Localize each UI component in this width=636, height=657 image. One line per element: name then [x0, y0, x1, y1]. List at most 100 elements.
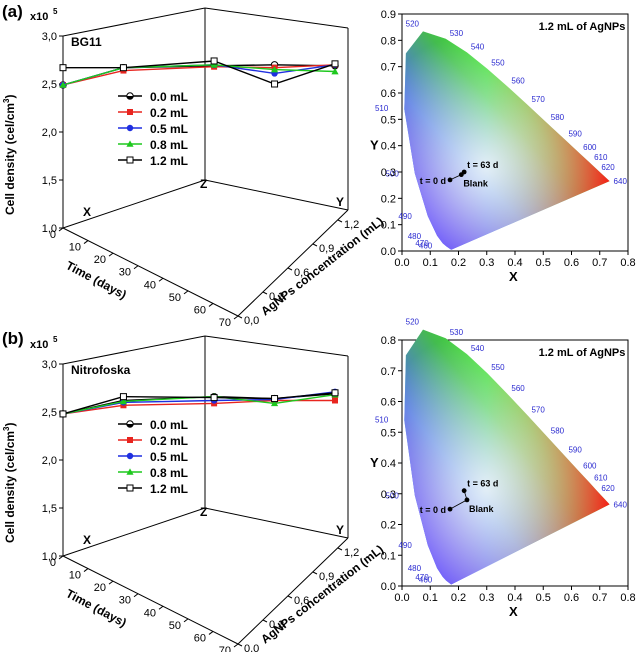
legend-marker	[126, 124, 134, 132]
box-edge	[204, 507, 349, 539]
x-tick-label: 0.4	[507, 592, 522, 604]
conc-tick-label: 0,6	[294, 595, 309, 607]
y-tick-label: 0.1	[381, 220, 396, 232]
wavelength-label: 610	[594, 473, 608, 482]
time-tick	[58, 555, 64, 560]
y-tick-label: 1,5	[42, 503, 57, 515]
wavelength-label: 590	[568, 129, 582, 138]
y-tick-label: 0.3	[381, 489, 396, 501]
x-axis-title: X	[509, 269, 518, 284]
axis-letter-z: Z	[200, 505, 207, 519]
time-tick-label: 0	[50, 557, 56, 569]
wavelength-label: 560	[511, 77, 525, 86]
legend-marker	[127, 437, 133, 443]
time-tick-label: 70	[219, 645, 231, 652]
wavelength-label: 620	[601, 484, 615, 493]
conc-axis-title: AgNPs concentration (mL)	[258, 214, 386, 318]
time-tick	[208, 303, 214, 307]
conc-tick	[337, 547, 343, 551]
time-tick	[183, 618, 189, 623]
x-tick-label: 0.6	[564, 592, 579, 604]
y-tick-label: 0.8	[381, 335, 396, 347]
wavelength-label: 460	[419, 241, 433, 250]
time-tick	[158, 605, 164, 610]
conc-tick-label: 1,2	[344, 547, 359, 559]
gamut-white	[404, 31, 610, 250]
time-tick-label: 40	[144, 607, 156, 619]
conc-tick	[237, 315, 243, 319]
time-tick	[58, 227, 64, 232]
axis-letter-y: Y	[336, 523, 344, 537]
wavelength-label: 510	[375, 415, 389, 424]
series-point	[331, 60, 339, 68]
box-edge	[204, 7, 349, 29]
y-tick-label: 0.5	[381, 427, 396, 439]
x-tick-label: 0.8	[620, 257, 635, 269]
time-tick-label: 20	[94, 254, 106, 266]
x-tick-label: 0.1	[423, 257, 438, 269]
wavelength-label: 580	[551, 426, 565, 435]
legend-marker	[126, 468, 134, 475]
wavelength-label: 500	[385, 491, 399, 500]
x-tick-label: 0.3	[479, 257, 494, 269]
series-point	[119, 393, 127, 401]
conc-tick-label: 1,2	[344, 219, 359, 231]
axis-letter-x: X	[83, 533, 91, 547]
chromaticity-point	[458, 172, 464, 178]
legend-marker	[126, 484, 134, 492]
conc-tick	[337, 219, 343, 223]
wavelength-label: 500	[385, 169, 399, 178]
point-label-t63: t = 63 d	[467, 479, 498, 489]
y-tick-label: 3,0	[42, 31, 57, 43]
x-tick-label: 0.0	[394, 257, 409, 269]
chromaticity-point	[461, 488, 467, 494]
y-tick-label: 0.9	[381, 9, 396, 21]
y-tick-label: 1,5	[42, 175, 57, 187]
time-axis-line	[62, 227, 239, 317]
series-point	[119, 397, 128, 405]
time-tick	[183, 290, 189, 295]
y-tick-label: 0.8	[381, 35, 396, 47]
time-tick	[233, 315, 239, 320]
y-axis-title: Y	[370, 455, 379, 470]
time-tick-label: 70	[219, 317, 231, 329]
legend-label: 0.8 mL	[150, 466, 188, 480]
y-tick-label: 0.2	[381, 520, 396, 532]
legend-marker	[127, 109, 133, 115]
series-point	[271, 395, 279, 403]
legend-label: 0.0 mL	[150, 90, 188, 104]
conc-tick	[312, 571, 318, 575]
panel-a-label: (a)	[2, 2, 23, 21]
x-tick-label: 0.4	[507, 257, 522, 269]
cie-annotation: 1.2 mL of AgNPs	[539, 21, 626, 33]
wavelength-label: 550	[491, 59, 505, 68]
y-tick-label: 1,0	[42, 223, 57, 235]
time-tick-label: 40	[144, 279, 156, 291]
conc-axis-line	[237, 209, 349, 317]
x-tick-label: 0.2	[451, 257, 466, 269]
y-tick-label: 0.1	[381, 550, 396, 562]
scale-exponent: 5	[53, 335, 58, 344]
wavelength-label: 470	[415, 239, 429, 248]
scale-exponent: 5	[53, 7, 58, 16]
y-axis-title-close: )	[3, 423, 17, 427]
wavelength-label: 460	[419, 576, 433, 585]
point-label-t0: t = 0 d	[420, 176, 446, 186]
conc-axis-line	[237, 537, 349, 645]
wavelength-label: 550	[491, 363, 505, 372]
series-point	[270, 66, 279, 73]
wavelength-label: 640	[614, 177, 628, 186]
y-tick-label: 0.5	[381, 114, 396, 126]
wavelength-label: 530	[450, 29, 464, 38]
axis-letter-x: X	[83, 205, 91, 219]
y-tick-label: 0.7	[381, 366, 396, 378]
wavelength-label: 490	[398, 212, 412, 221]
time-tick-label: 10	[69, 570, 81, 582]
panel-title: Nitrofoska	[71, 363, 131, 377]
series-point	[332, 397, 338, 404]
y-tick-label: 0.0	[381, 581, 396, 593]
time-tick-label: 50	[169, 292, 181, 304]
box-edge	[62, 507, 206, 557]
